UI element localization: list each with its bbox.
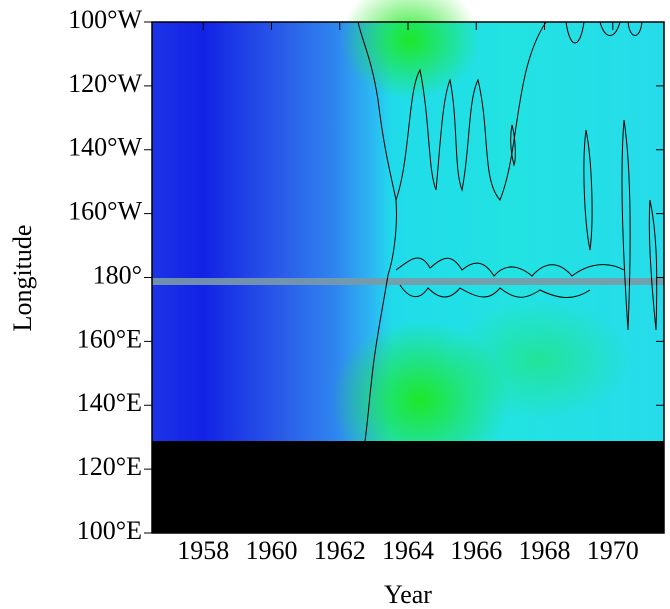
x-tick-label: 1966: [450, 536, 502, 565]
y-tick-label: 140°W: [68, 133, 142, 162]
x-tick-label: 1968: [519, 536, 571, 565]
y-tick-label: 140°E: [77, 388, 142, 417]
y-tick-label: 160°W: [68, 197, 142, 226]
x-tick-label: 1962: [314, 536, 366, 565]
y-tick-label: 120°E: [77, 452, 142, 481]
y-tick-label: 180°: [93, 260, 142, 289]
y-tick-label: 160°E: [77, 324, 142, 353]
x-tick-label: 1958: [177, 536, 229, 565]
y-axis-label: Longitude: [8, 225, 37, 332]
y-tick-label: 120°W: [68, 69, 142, 98]
heatmap-field: [152, 0, 664, 533]
y-tick-label: 100°E: [77, 516, 142, 545]
y-tick-label: 100°W: [68, 5, 142, 34]
contours: [357, 21, 658, 442]
x-tick-label: 1970: [587, 536, 639, 565]
x-tick-label: 1964: [382, 536, 434, 565]
x-tick-label: 1960: [245, 536, 297, 565]
x-axis-label: Year: [384, 580, 432, 609]
